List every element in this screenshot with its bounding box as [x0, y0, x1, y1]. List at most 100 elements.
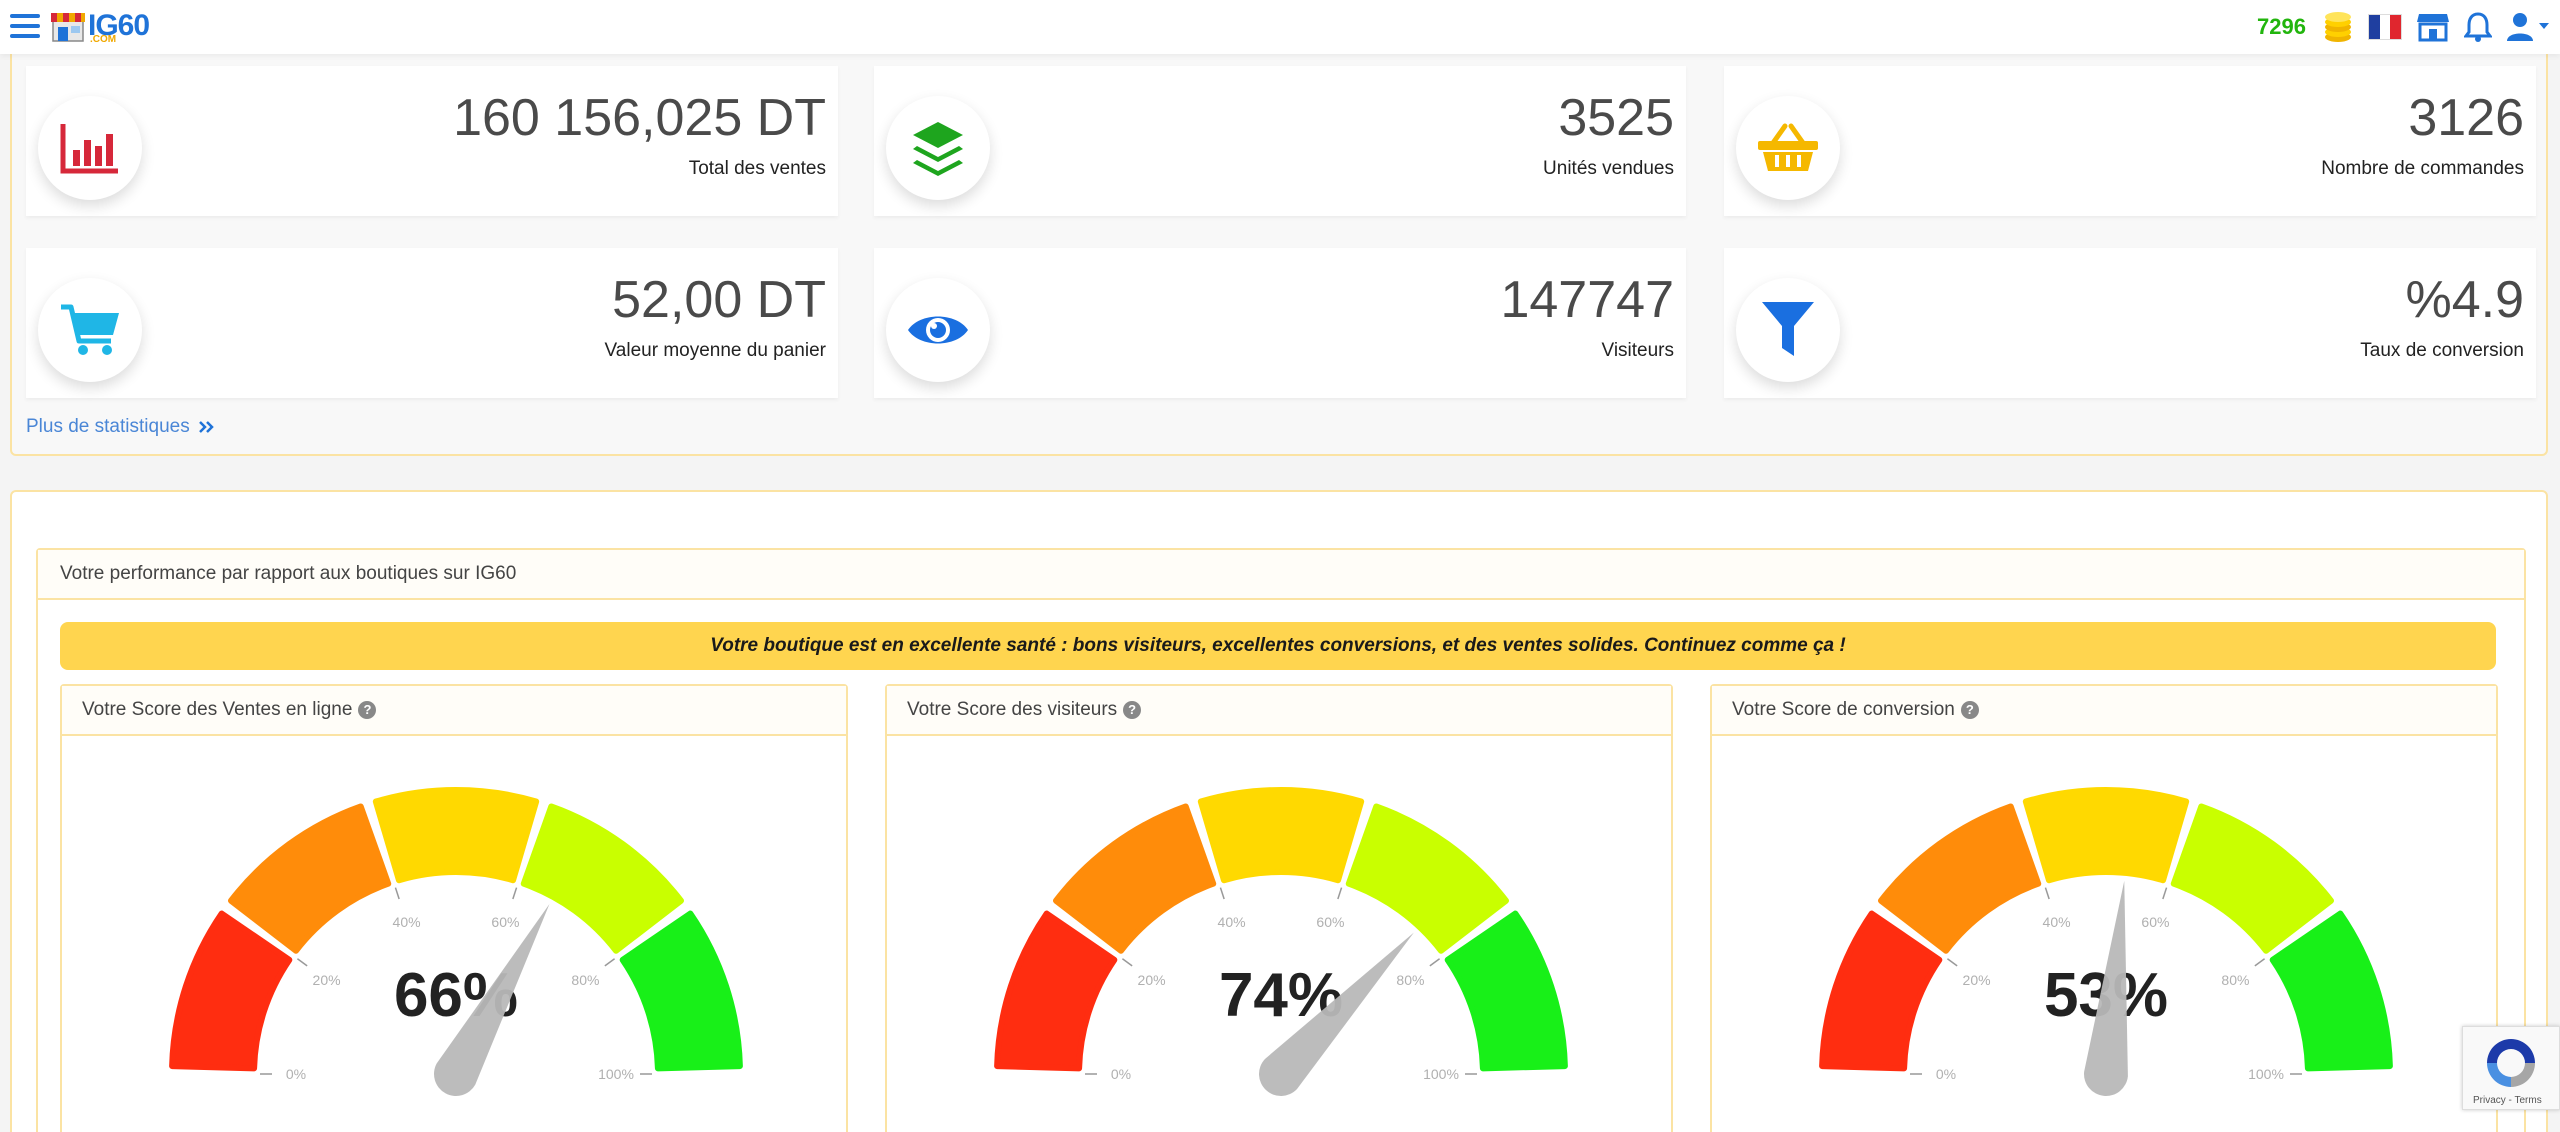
stat-label: Nombre de commandes — [2321, 158, 2524, 179]
stat-card-total-sales: 160 156,025 DT Total des ventes — [26, 66, 838, 216]
gauge-tick-label: 40% — [1218, 914, 1246, 930]
gauge-tick-label: 80% — [2221, 972, 2249, 988]
gauge-tick — [604, 958, 616, 967]
gauge-tick-label: 20% — [1963, 972, 1991, 988]
basket-icon — [1736, 96, 1840, 200]
stat-label: Taux de conversion — [2360, 340, 2524, 361]
recaptcha-terms[interactable]: Privacy - Terms — [2473, 1095, 2542, 1106]
gauge-tick — [394, 887, 400, 900]
cart-icon — [38, 278, 142, 382]
stat-value: 3525 — [1558, 89, 1674, 147]
gauge-segment — [1052, 803, 1217, 954]
gauge-tick — [1429, 958, 1441, 967]
health-alert: Votre boutique est en excellente santé :… — [60, 622, 2496, 670]
gauge-tick-label: 0% — [286, 1066, 306, 1082]
performance-box: Votre performance par rapport aux boutiq… — [36, 548, 2526, 1132]
user-menu-icon[interactable] — [2506, 11, 2550, 43]
help-icon[interactable]: ? — [1960, 701, 1979, 719]
gauge-segment — [1197, 787, 1365, 884]
gauge-tick-label: 60% — [491, 914, 519, 930]
stat-card-visitors: 147747 Visiteurs — [874, 248, 1686, 398]
gauge-chart: 0%20%40% 60%80%100%74% — [994, 787, 1568, 1096]
stat-value: 160 156,025 DT — [453, 89, 826, 147]
gauge-tick-label: 20% — [1138, 972, 1166, 988]
stat-label: Visiteurs — [1601, 340, 1674, 361]
recaptcha-badge[interactable]: Privacy - Terms — [2462, 1026, 2560, 1110]
gauge-segment — [619, 910, 743, 1072]
gauge-tick-label: 60% — [2141, 914, 2169, 930]
gauge-tick — [1337, 887, 1343, 900]
gauge-tick — [2162, 887, 2168, 900]
coins-icon[interactable] — [2320, 11, 2354, 43]
gauge-chart: 0%20%40% 60%80%100%66% — [169, 787, 743, 1096]
gauge-tick-label: 80% — [571, 972, 599, 988]
gauge-segment — [2269, 910, 2393, 1072]
stat-value: 3126 — [2408, 89, 2524, 147]
gauge-tick-label: 100% — [598, 1066, 634, 1082]
shop-logo-icon — [51, 13, 85, 42]
gauge-segment — [2022, 787, 2190, 884]
gauge-title: Votre Score des Ventes en ligne — [82, 699, 353, 720]
stat-value: %4.9 — [2405, 271, 2524, 329]
gauge-chart: 0%20%40%60%80%100%53% — [1819, 787, 2393, 1096]
logo-subtext: .COM — [90, 34, 117, 45]
double-chevron-right-icon — [198, 421, 214, 433]
coins-count: 7296 — [2257, 14, 2306, 39]
gauge-segment — [227, 803, 392, 954]
gauge-tick — [1946, 958, 1958, 967]
stat-label: Valeur moyenne du panier — [604, 340, 826, 361]
gauge-needle — [434, 903, 550, 1096]
stat-card-orders: 3126 Nombre de commandes — [1724, 66, 2536, 216]
eye-icon — [886, 278, 990, 382]
stat-card-units-sold: 3525 Unités vendues — [874, 66, 1686, 216]
bell-icon[interactable] — [2464, 11, 2492, 43]
stat-card-average-basket: 52,00 DT Valeur moyenne du panier — [26, 248, 838, 398]
top-right-tools: 7296 — [2257, 10, 2550, 44]
gauge-needle — [1259, 932, 1414, 1096]
gauge-title: Votre Score de conversion — [1732, 699, 1955, 720]
more-statistics-label: Plus de statistiques — [26, 416, 190, 437]
bar-chart-icon — [38, 96, 142, 200]
gauge-segment — [520, 803, 685, 954]
gauge-segment — [1819, 910, 1943, 1072]
french-flag-icon[interactable] — [2368, 14, 2402, 40]
layers-icon — [886, 96, 990, 200]
gauge-segment — [1877, 803, 2042, 954]
top-bar: IG60 .COM 7296 — [0, 0, 2560, 54]
gauge-tick — [1121, 958, 1133, 967]
more-statistics-link[interactable]: Plus de statistiques — [26, 416, 216, 438]
gauge-segment — [169, 910, 293, 1072]
gauge-card-visitors: Votre Score des visiteurs ? 0% 20% 40% 60% 8… — [885, 684, 1673, 1132]
gauge-segment — [2170, 803, 2335, 954]
gauge-tick-label: 0% — [1936, 1066, 1956, 1082]
stat-card-conversion-rate: %4.9 Taux de conversion — [1724, 248, 2536, 398]
gauge-tick-label: 100% — [2248, 1066, 2284, 1082]
gauge-tick-label: 60% — [1316, 914, 1344, 930]
gauge-segment — [994, 910, 1118, 1072]
funnel-icon — [1736, 278, 1840, 382]
gauge-tick — [2254, 958, 2266, 967]
stats-panel: 160 156,025 DT Total des ventes 3525 Uni… — [10, 54, 2548, 456]
performance-section: Votre performance par rapport aux boutiq… — [10, 490, 2548, 1132]
menu-icon[interactable] — [10, 14, 40, 40]
performance-title: Votre performance par rapport aux boutiq… — [38, 550, 2524, 600]
logo-text: IG60 — [88, 9, 150, 42]
gauge-tick — [1219, 887, 1225, 900]
help-icon[interactable]: ? — [358, 701, 377, 719]
gauge-card-conversion: Votre Score de conversion ? 0% 20% 40% 60% 8… — [1710, 684, 2498, 1132]
stat-value: 52,00 DT — [612, 271, 826, 329]
gauge-card-sales: Votre Score des Ventes en ligne ? 0% 20% 4… — [60, 684, 848, 1132]
logo[interactable]: IG60 .COM — [50, 6, 150, 46]
help-icon[interactable]: ? — [1123, 701, 1142, 719]
gauge-tick-label: 80% — [1396, 972, 1424, 988]
gauge-segment — [1444, 910, 1568, 1072]
store-icon[interactable] — [2416, 12, 2450, 42]
gauge-needle — [2084, 880, 2128, 1096]
gauge-tick-label: 20% — [313, 972, 341, 988]
gauge-segment — [372, 787, 540, 884]
stat-value: 147747 — [1500, 271, 1674, 329]
gauge-tick — [2044, 887, 2050, 900]
stat-label: Total des ventes — [688, 158, 826, 179]
recaptcha-icon — [2487, 1039, 2535, 1087]
gauge-tick-label: 40% — [2043, 914, 2071, 930]
